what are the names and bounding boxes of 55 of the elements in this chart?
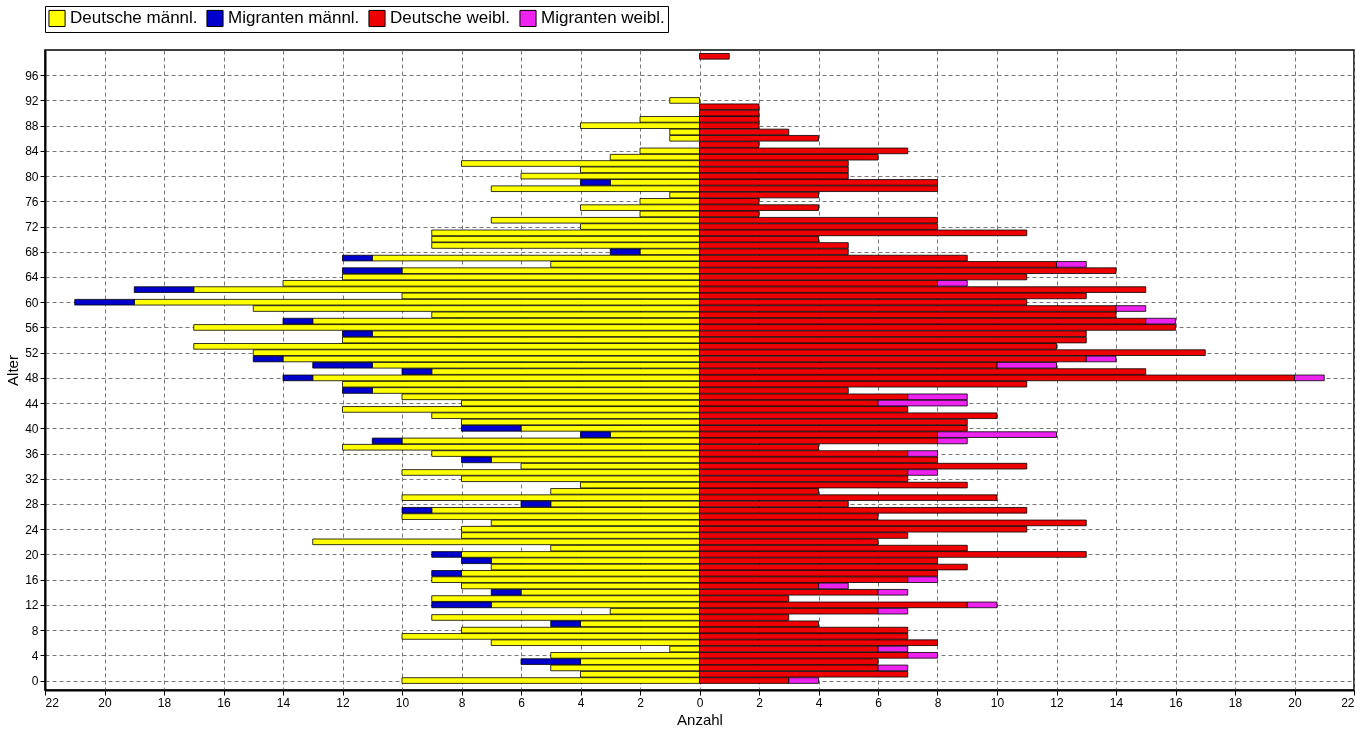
x-tick-label: 10 [990, 695, 1005, 710]
x-tick-label: 12 [1050, 695, 1064, 710]
y-tick-label: 64 [25, 270, 39, 285]
y-axis-title: Alter [4, 355, 22, 386]
y-tick-label: 32 [25, 472, 39, 487]
y-tick-label: 48 [25, 371, 39, 386]
y-tick-label: 76 [25, 194, 39, 209]
x-tick-label: 18 [1228, 695, 1243, 710]
x-tick-label: 20 [1288, 695, 1302, 710]
y-tick-label: 8 [31, 623, 39, 638]
bar [699, 53, 730, 60]
x-tick-label: 2 [756, 695, 764, 710]
x-axis-title: Anzahl [677, 710, 723, 728]
y-tick-label: 12 [25, 598, 39, 613]
y-tick-label: 80 [25, 169, 39, 184]
y-tick-label: 40 [25, 421, 39, 436]
x-tick-label: 4 [577, 695, 585, 710]
x-tick-label: 4 [815, 695, 823, 710]
legend-label: Migranten männl. [228, 8, 360, 28]
x-tick-label: 22 [45, 695, 60, 710]
y-tick-label: 4 [31, 648, 39, 663]
x-tick-label: 16 [1169, 695, 1183, 710]
y-tick-label: 72 [25, 220, 39, 235]
legend-label: Deutsche weibl. [390, 8, 511, 28]
y-tick-label: 60 [25, 295, 39, 310]
x-tick-label: 0 [696, 695, 704, 710]
y-tick-label: 56 [25, 320, 39, 335]
x-tick-label: 22 [1341, 695, 1355, 710]
x-tick-label: 8 [934, 695, 942, 710]
y-tick-label: 24 [25, 522, 39, 537]
legend-label: Deutsche männl. [70, 8, 198, 28]
y-tick-label: 20 [25, 547, 39, 562]
x-tick-label: 14 [276, 695, 291, 710]
x-tick-label: 20 [98, 695, 112, 710]
y-tick-label: 44 [25, 396, 39, 411]
x-tick-label: 2 [637, 695, 645, 710]
y-tick-label: 84 [25, 144, 39, 159]
y-tick-label: 28 [25, 497, 39, 512]
y-tick-label: 0 [31, 674, 39, 689]
y-tick-label: 16 [25, 573, 39, 588]
legend-label: Migranten weibl. [541, 8, 665, 28]
x-tick-label: 14 [1109, 695, 1124, 710]
x-tick-label: 8 [458, 695, 466, 710]
x-tick-label: 12 [336, 695, 350, 710]
y-tick-label: 68 [25, 245, 39, 260]
y-tick-label: 92 [25, 93, 39, 108]
x-tick-label: 6 [518, 695, 526, 710]
y-tick-label: 96 [25, 68, 39, 83]
x-tick-label: 16 [217, 695, 231, 710]
x-tick-label: 10 [395, 695, 410, 710]
x-tick-label: 18 [157, 695, 172, 710]
y-tick-label: 88 [25, 119, 39, 134]
x-tick-label: 6 [875, 695, 883, 710]
y-tick-label: 52 [25, 346, 39, 361]
y-tick-label: 36 [25, 447, 39, 462]
